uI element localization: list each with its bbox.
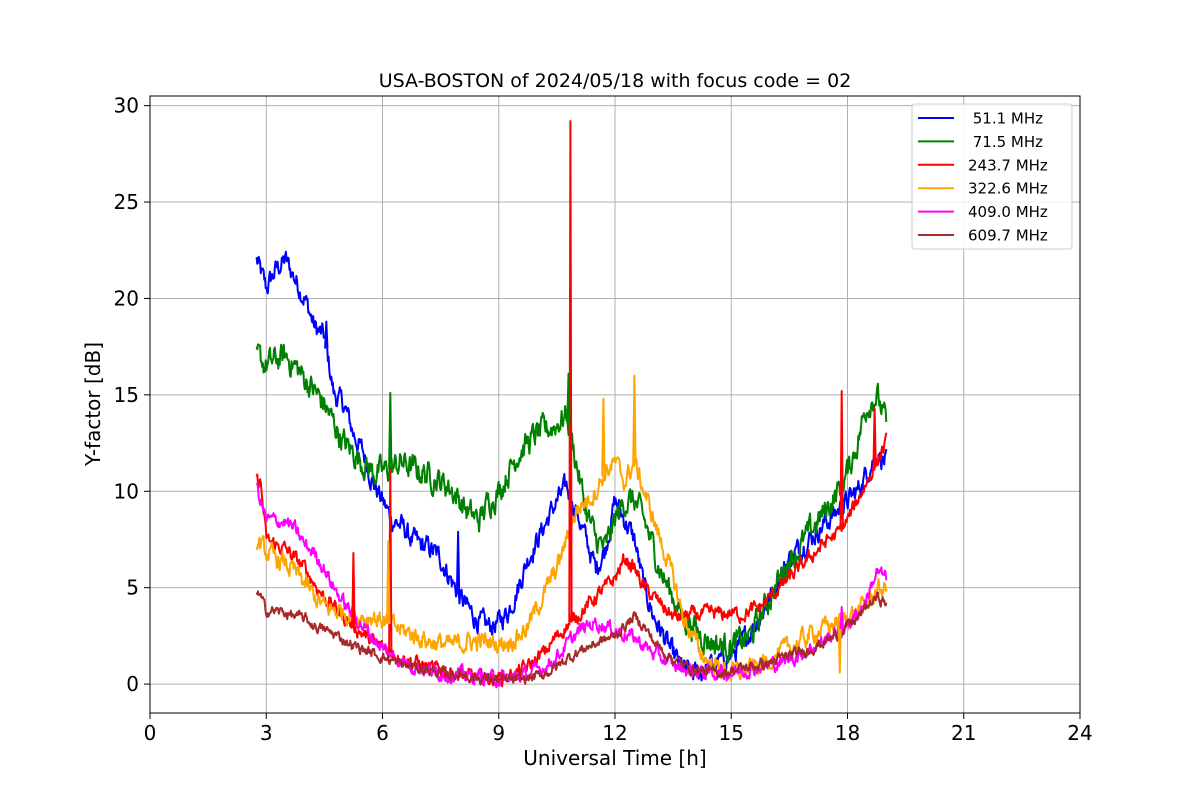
y-tick-label: 30 [114, 94, 139, 118]
series-spike-8 [837, 621, 842, 674]
series-spike-7 [632, 374, 637, 463]
series-spike-3 [839, 390, 844, 529]
x-tick-label: 18 [835, 721, 860, 745]
series-line-5 [255, 590, 888, 686]
legend-label: 609.7 MHz [968, 227, 1048, 245]
series-spike-4 [872, 407, 877, 467]
series-spike-10 [566, 372, 571, 424]
x-tick-label: 21 [951, 721, 976, 745]
grid [150, 96, 1080, 713]
series-spike-2 [351, 552, 356, 627]
series-spike-6 [601, 397, 606, 476]
axis-ticks: 0 3 6 9 12 15 18 21 24 0 5 10 15 20 25 30 [114, 94, 1093, 745]
legend-label: 51.1 MHz [968, 110, 1043, 128]
x-tick-label: 12 [602, 721, 627, 745]
series-spike-13 [839, 606, 844, 629]
y-tick-label: 15 [114, 383, 139, 407]
x-tick-label: 6 [376, 721, 389, 745]
series-spike-11 [455, 530, 461, 594]
x-tick-label: 0 [144, 721, 157, 745]
x-axis-label: Universal Time [h] [523, 746, 706, 770]
series-line-4 [255, 482, 888, 689]
y-tick-label: 25 [114, 190, 139, 214]
x-tick-label: 3 [260, 721, 273, 745]
x-tick-label: 15 [719, 721, 744, 745]
series-spike-0 [568, 120, 573, 623]
legend-label: 71.5 MHz [968, 133, 1043, 151]
legend-label: 243.7 MHz [968, 156, 1048, 174]
series-spike-5 [386, 540, 391, 624]
legend: 51.1 MHz 71.5 MHz 243.7 MHz 322.6 MHz 409.0… [911, 103, 1073, 250]
y-tick-label: 0 [126, 672, 139, 696]
y-tick-label: 5 [126, 576, 139, 600]
x-tick-label: 24 [1067, 721, 1092, 745]
legend-label: 322.6 MHz [968, 180, 1048, 198]
series-layer [255, 120, 888, 689]
x-tick-label: 9 [492, 721, 505, 745]
y-tick-label: 10 [114, 479, 139, 503]
legend-box [911, 103, 1073, 250]
series-spike-9 [388, 391, 393, 469]
y-tick-label: 20 [114, 286, 139, 310]
series-spike-12 [324, 320, 329, 349]
chart-title: USA-BOSTON of 2024/05/18 with focus code… [379, 70, 852, 92]
legend-label: 409.0 MHz [968, 203, 1048, 221]
y-axis-label: Y-factor [dB] [81, 342, 105, 467]
